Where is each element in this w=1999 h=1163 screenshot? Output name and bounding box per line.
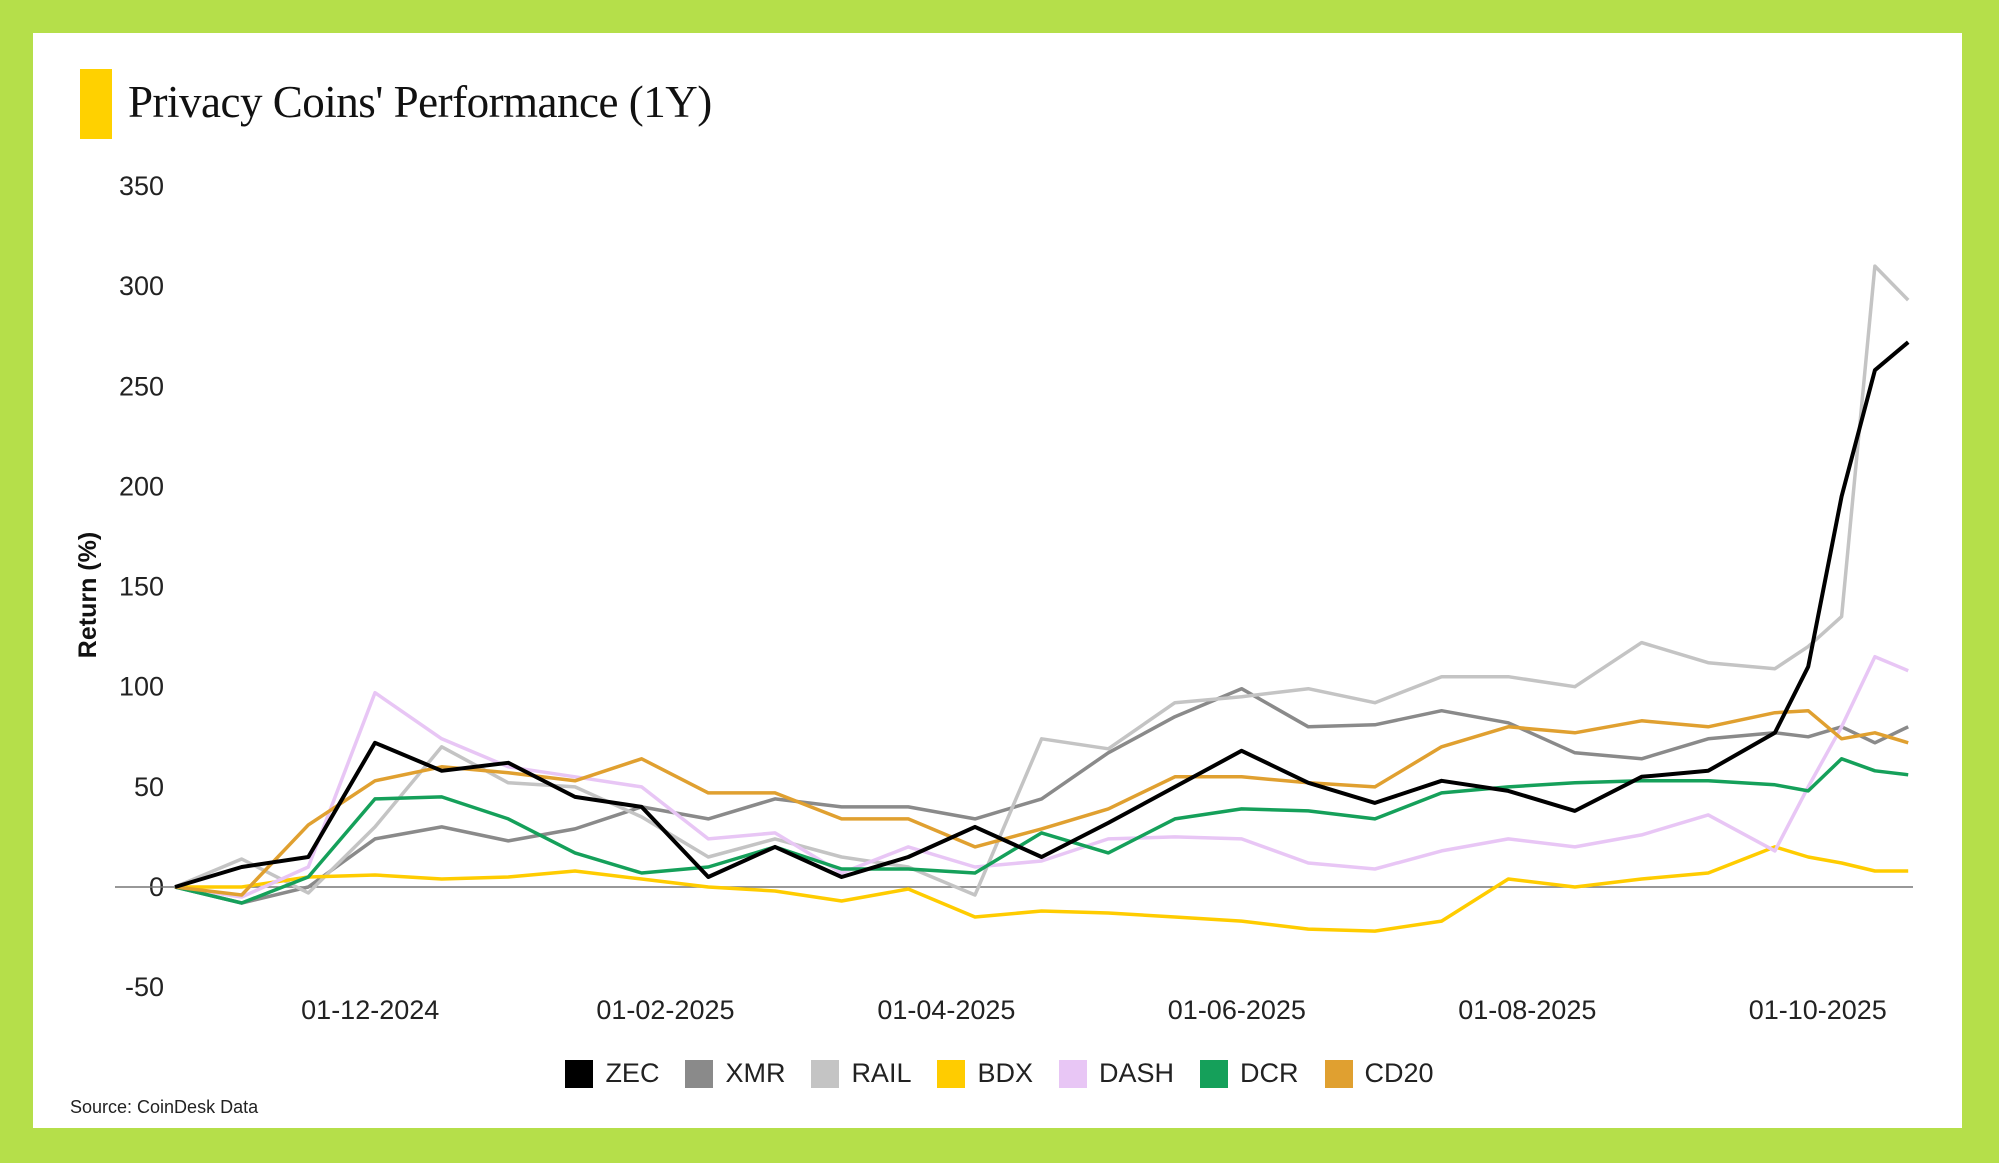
legend-item-bdx: BDX (937, 1058, 1033, 1089)
x-tick-label: 01-12-2024 (301, 995, 439, 1025)
y-tick-label: -50 (125, 972, 164, 1002)
legend-item-cd20: CD20 (1324, 1058, 1434, 1089)
y-tick-label: 200 (119, 471, 164, 501)
source-note: Source: CoinDesk Data (70, 1097, 259, 1117)
legend-item-zec: ZEC (565, 1058, 659, 1089)
legend-label: DCR (1240, 1058, 1299, 1088)
x-axis: 01-12-2024 01-02-2025 01-04-2025 01-06-2025… (301, 995, 1887, 1025)
legend: ZEC XMR RAIL BDX DASH DCR CD20 (0, 1058, 1999, 1089)
y-tick-label: 350 (119, 171, 164, 201)
y-tick-label: 100 (119, 672, 164, 702)
series-line-xmr (174, 686, 1909, 905)
x-tick-label: 01-10-2025 (1749, 995, 1887, 1025)
chart-title: Privacy Coins' Performance (1Y) (128, 77, 712, 127)
series-line-zec (174, 340, 1910, 889)
series-line-dash (174, 654, 1909, 899)
series-line-cd20 (174, 708, 1909, 897)
x-tick-label: 01-08-2025 (1458, 995, 1596, 1025)
legend-item-dcr: DCR (1200, 1058, 1299, 1089)
legend-swatch (685, 1059, 714, 1088)
legend-label: CD20 (1364, 1058, 1434, 1088)
legend-swatch (1324, 1059, 1353, 1088)
legend-label: BDX (977, 1058, 1033, 1088)
legend-item-dash: DASH (1059, 1058, 1174, 1089)
series-line-bdx (175, 845, 1909, 933)
chart-card (33, 33, 1962, 1128)
legend-label: DASH (1099, 1058, 1175, 1088)
series-lines (174, 264, 1910, 933)
legend-label: XMR (725, 1058, 786, 1088)
legend-swatch (811, 1059, 840, 1088)
x-tick-label: 01-06-2025 (1168, 995, 1306, 1025)
y-axis-label: Return (%) (74, 532, 102, 658)
y-tick-label: 300 (119, 271, 164, 301)
legend-item-rail: RAIL (811, 1058, 911, 1089)
y-tick-label: 150 (119, 572, 164, 602)
legend-swatch (1200, 1059, 1229, 1088)
legend-label: ZEC (605, 1058, 660, 1088)
legend-item-xmr: XMR (685, 1058, 785, 1089)
legend-label: RAIL (851, 1058, 912, 1088)
series-line-dcr (174, 757, 1909, 905)
title-accent-bar (80, 69, 112, 139)
y-tick-label: 50 (134, 772, 164, 802)
legend-swatch (1059, 1059, 1087, 1088)
legend-swatch (565, 1059, 594, 1088)
legend-swatch (937, 1059, 966, 1088)
x-tick-label: 01-04-2025 (877, 995, 1015, 1025)
y-tick-label: 250 (119, 371, 164, 401)
x-tick-label: 01-02-2025 (596, 995, 734, 1025)
